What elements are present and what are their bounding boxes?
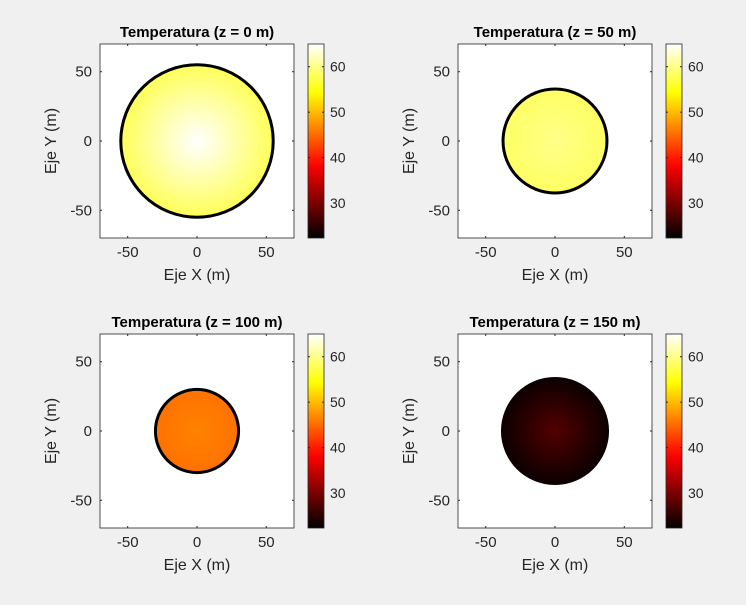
subplot-title: Temperatura (z = 50 m): [474, 24, 637, 41]
colorbar: [665, 43, 683, 239]
colorbar-tick-label: 50: [688, 394, 704, 410]
x-tick-label: 0: [551, 534, 559, 551]
x-tick-label: 50: [258, 534, 275, 551]
y-tick-label: 50: [433, 354, 450, 371]
subplot-title: Temperatura (z = 0 m): [120, 24, 274, 41]
y-axis-label: Eje Y (m): [401, 108, 418, 174]
colorbar-tick-label: 60: [330, 349, 346, 365]
colorbar: [307, 333, 325, 529]
subplot-title: Temperatura (z = 100 m): [111, 314, 282, 331]
x-tick-label: 0: [193, 244, 201, 261]
colorbar-tick-label: 30: [330, 195, 346, 211]
colorbar-tick-label: 50: [330, 394, 346, 410]
y-axis-label: Eje Y (m): [43, 398, 60, 464]
y-axis-label: Eje Y (m): [401, 398, 418, 464]
x-tick-label: 0: [193, 534, 201, 551]
x-axis-label: Eje X (m): [164, 557, 231, 574]
colorbar-tick-label: 60: [688, 59, 704, 75]
y-tick-label: 0: [84, 133, 92, 150]
colorbar: [665, 333, 683, 529]
y-axis-label: Eje Y (m): [43, 108, 60, 174]
colorbar-tick-label: 40: [330, 440, 346, 456]
colorbar-tick-label: 40: [330, 150, 346, 166]
y-tick-label: 0: [84, 423, 92, 440]
y-tick-label: -50: [428, 202, 450, 219]
x-axis-label: Eje X (m): [522, 557, 589, 574]
y-tick-label: 50: [433, 64, 450, 81]
temperature-disk: [501, 87, 609, 195]
y-tick-label: -50: [428, 492, 450, 509]
x-tick-label: -50: [117, 244, 139, 261]
y-tick-label: 0: [442, 133, 450, 150]
subplot-0: -50 0 50 -50 0 50 Temperatura (z = 0 m) Eje X (…: [43, 24, 346, 284]
x-tick-label: 50: [616, 244, 633, 261]
subplot-2: -50 0 50 -50 0 50 Temperatura (z = 100 m) Eje X…: [43, 314, 346, 574]
colorbar-tick-label: 50: [688, 104, 704, 120]
colorbar-tick-label: 40: [688, 440, 704, 456]
y-tick-label: 50: [75, 64, 92, 81]
temperature-disk: [153, 387, 241, 475]
x-tick-label: 50: [616, 534, 633, 551]
x-tick-label: 0: [551, 244, 559, 261]
colorbar-tick-label: 50: [330, 104, 346, 120]
x-axis-label: Eje X (m): [522, 267, 589, 284]
x-tick-label: -50: [475, 534, 497, 551]
x-axis-label: Eje X (m): [164, 267, 231, 284]
temperature-disk: [119, 63, 275, 219]
x-tick-label: -50: [117, 534, 139, 551]
colorbar-tick-label: 30: [688, 485, 704, 501]
colorbar-tick-label: 40: [688, 150, 704, 166]
subplot-title: Temperatura (z = 150 m): [469, 314, 640, 331]
x-tick-label: 50: [258, 244, 275, 261]
colorbar-tick-label: 60: [330, 59, 346, 75]
subplot-3: -50 0 50 -50 0 50 Temperatura (z = 150 m) Eje X…: [401, 314, 704, 574]
y-tick-label: 50: [75, 354, 92, 371]
y-tick-label: -50: [70, 492, 92, 509]
temperature-disk: [500, 376, 610, 486]
subplot-1: -50 0 50 -50 0 50 Temperatura (z = 50 m) Eje X …: [401, 24, 704, 284]
y-tick-label: 0: [442, 423, 450, 440]
x-tick-label: -50: [475, 244, 497, 261]
y-tick-label: -50: [70, 202, 92, 219]
colorbar: [307, 43, 325, 239]
colorbar-tick-label: 30: [330, 485, 346, 501]
colorbar-tick-label: 30: [688, 195, 704, 211]
colorbar-tick-label: 60: [688, 349, 704, 365]
